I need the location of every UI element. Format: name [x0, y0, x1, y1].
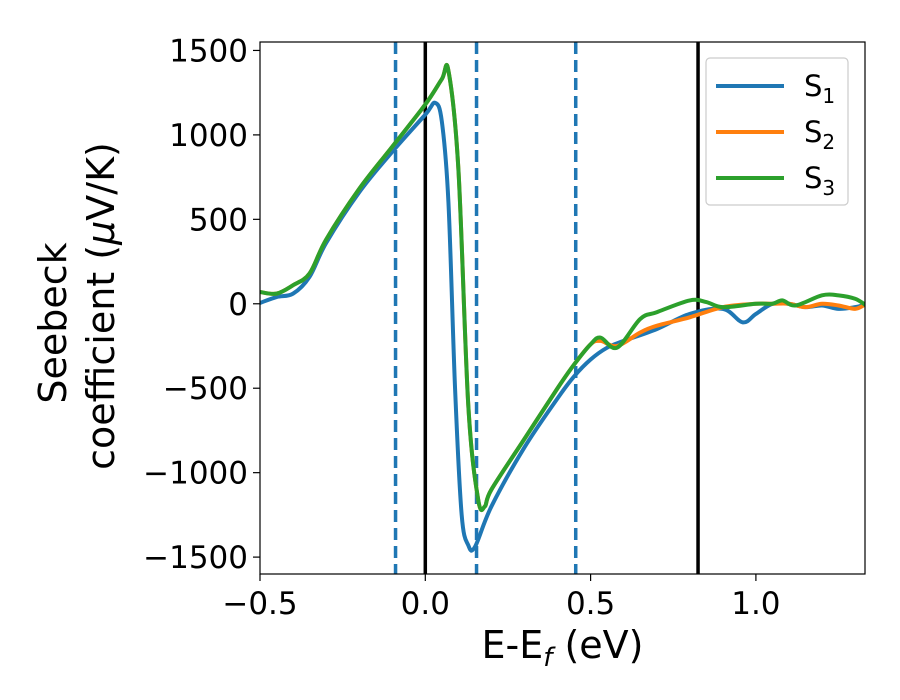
x-tick-label: 1.0 — [731, 586, 780, 622]
y-tick-label: 1500 — [169, 33, 248, 69]
x-tick-label: −0.5 — [222, 586, 297, 622]
x-axis-label-unit: (eV) — [552, 623, 643, 667]
y-axis-label-line1: Seebeck — [31, 242, 75, 403]
series-lines — [260, 62, 865, 553]
x-tick-label: 0.0 — [401, 586, 450, 622]
y-tick-label: 1000 — [169, 118, 248, 154]
legend-label-s3: S3 — [804, 161, 835, 200]
legend-items: S1 S2 S3 — [716, 69, 835, 200]
legend: S1 S2 S3 — [705, 57, 849, 206]
plot-frame — [259, 41, 866, 575]
series-line-s3 — [260, 62, 865, 513]
legend-label-s1: S1 — [804, 69, 835, 108]
x-axis-label: E-Ef (eV) — [482, 623, 644, 673]
y-axis-label-line2: coefficient (μV/K) — [79, 142, 123, 470]
axis-ticks: −0.5 0.0 0.5 1.0 −1500 −1000 −500 0 500 1000 1500 — [143, 33, 780, 622]
y-tick-label: −500 — [163, 371, 248, 407]
y-axis-label: Seebeck coefficient (μV/K) — [31, 142, 123, 470]
y-tick-label: 0 — [228, 287, 248, 323]
y-tick-label: 500 — [189, 202, 248, 238]
y-axis-label-line2-start: coefficient ( — [79, 245, 123, 470]
x-axis-label-main: E-E — [482, 623, 544, 667]
x-tick-label: 0.5 — [566, 586, 615, 622]
legend-label-s2: S2 — [804, 115, 835, 154]
y-tick-label: −1500 — [143, 540, 248, 576]
y-axis-label-line2-end: V/K) — [79, 142, 123, 221]
y-tick-label: −1000 — [143, 456, 248, 492]
y-axis-label-mu: μ — [79, 221, 123, 246]
